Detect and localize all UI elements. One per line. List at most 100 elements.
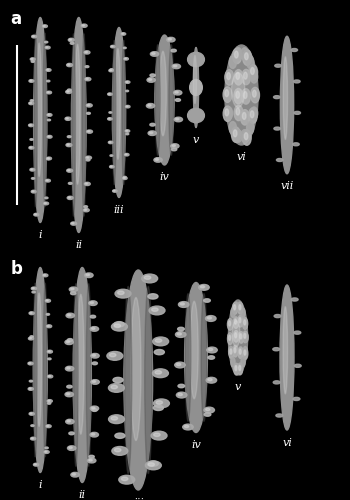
- Ellipse shape: [67, 386, 72, 388]
- Ellipse shape: [28, 337, 34, 340]
- Ellipse shape: [68, 446, 76, 450]
- Ellipse shape: [85, 183, 88, 184]
- Ellipse shape: [32, 191, 34, 192]
- Ellipse shape: [83, 208, 89, 212]
- Ellipse shape: [176, 392, 187, 398]
- Ellipse shape: [185, 282, 207, 432]
- Ellipse shape: [85, 273, 93, 278]
- Ellipse shape: [239, 349, 241, 354]
- Ellipse shape: [67, 196, 73, 200]
- Ellipse shape: [275, 64, 281, 67]
- Ellipse shape: [154, 399, 169, 408]
- Ellipse shape: [72, 474, 76, 475]
- Ellipse shape: [233, 48, 241, 64]
- Ellipse shape: [150, 52, 159, 57]
- Ellipse shape: [232, 302, 238, 314]
- Ellipse shape: [32, 287, 36, 290]
- Ellipse shape: [91, 434, 95, 435]
- Ellipse shape: [148, 131, 156, 136]
- Ellipse shape: [169, 45, 174, 155]
- Ellipse shape: [48, 402, 51, 404]
- Ellipse shape: [244, 132, 248, 140]
- Ellipse shape: [239, 366, 241, 370]
- Ellipse shape: [46, 46, 48, 48]
- Ellipse shape: [108, 118, 110, 119]
- Ellipse shape: [248, 108, 257, 124]
- Ellipse shape: [78, 294, 84, 434]
- Ellipse shape: [171, 144, 179, 148]
- Ellipse shape: [34, 464, 38, 466]
- Ellipse shape: [234, 348, 236, 353]
- Ellipse shape: [66, 64, 72, 66]
- Ellipse shape: [46, 180, 50, 182]
- Ellipse shape: [35, 214, 37, 215]
- Ellipse shape: [234, 319, 237, 324]
- Text: i: i: [38, 480, 42, 490]
- Ellipse shape: [126, 90, 128, 92]
- Ellipse shape: [46, 425, 51, 428]
- Ellipse shape: [175, 362, 185, 368]
- Ellipse shape: [108, 93, 112, 96]
- Ellipse shape: [33, 268, 47, 472]
- Ellipse shape: [47, 80, 50, 82]
- Ellipse shape: [113, 378, 123, 382]
- Ellipse shape: [87, 112, 90, 114]
- Ellipse shape: [252, 88, 259, 102]
- Ellipse shape: [28, 388, 33, 390]
- Ellipse shape: [69, 446, 72, 448]
- Ellipse shape: [68, 314, 71, 316]
- Ellipse shape: [31, 190, 36, 193]
- Ellipse shape: [72, 34, 76, 216]
- Ellipse shape: [194, 56, 197, 104]
- Ellipse shape: [207, 317, 211, 319]
- Ellipse shape: [111, 46, 115, 48]
- Ellipse shape: [33, 36, 34, 37]
- Ellipse shape: [244, 333, 246, 338]
- Ellipse shape: [65, 366, 74, 371]
- Text: ii: ii: [79, 490, 86, 500]
- Ellipse shape: [29, 380, 33, 382]
- Ellipse shape: [108, 141, 113, 144]
- Ellipse shape: [234, 364, 238, 373]
- Ellipse shape: [114, 324, 120, 328]
- Ellipse shape: [243, 346, 247, 356]
- Ellipse shape: [201, 286, 205, 288]
- Ellipse shape: [153, 369, 168, 378]
- Text: iv: iv: [191, 440, 201, 450]
- Ellipse shape: [231, 127, 240, 142]
- Ellipse shape: [152, 308, 158, 312]
- Ellipse shape: [121, 477, 128, 480]
- Ellipse shape: [122, 40, 125, 184]
- Ellipse shape: [30, 100, 33, 102]
- Ellipse shape: [90, 316, 96, 318]
- Ellipse shape: [37, 43, 42, 176]
- Ellipse shape: [65, 392, 74, 396]
- Ellipse shape: [208, 356, 215, 359]
- Text: i: i: [38, 230, 42, 240]
- Ellipse shape: [32, 438, 34, 439]
- Ellipse shape: [245, 52, 248, 60]
- Ellipse shape: [126, 106, 130, 108]
- Ellipse shape: [154, 350, 164, 355]
- Ellipse shape: [81, 24, 87, 28]
- Ellipse shape: [183, 424, 193, 430]
- Ellipse shape: [125, 81, 130, 84]
- Ellipse shape: [153, 405, 163, 410]
- Ellipse shape: [238, 302, 242, 312]
- Ellipse shape: [84, 206, 88, 208]
- Ellipse shape: [29, 388, 31, 389]
- Ellipse shape: [47, 91, 51, 94]
- Ellipse shape: [156, 400, 162, 404]
- Ellipse shape: [67, 136, 71, 138]
- Ellipse shape: [43, 33, 47, 207]
- Ellipse shape: [232, 72, 245, 108]
- Ellipse shape: [84, 209, 87, 210]
- Ellipse shape: [233, 130, 237, 137]
- Ellipse shape: [108, 384, 124, 392]
- Ellipse shape: [86, 78, 88, 80]
- Ellipse shape: [293, 143, 299, 146]
- Ellipse shape: [274, 314, 281, 318]
- Ellipse shape: [75, 44, 80, 184]
- Ellipse shape: [228, 318, 232, 330]
- Ellipse shape: [112, 446, 128, 456]
